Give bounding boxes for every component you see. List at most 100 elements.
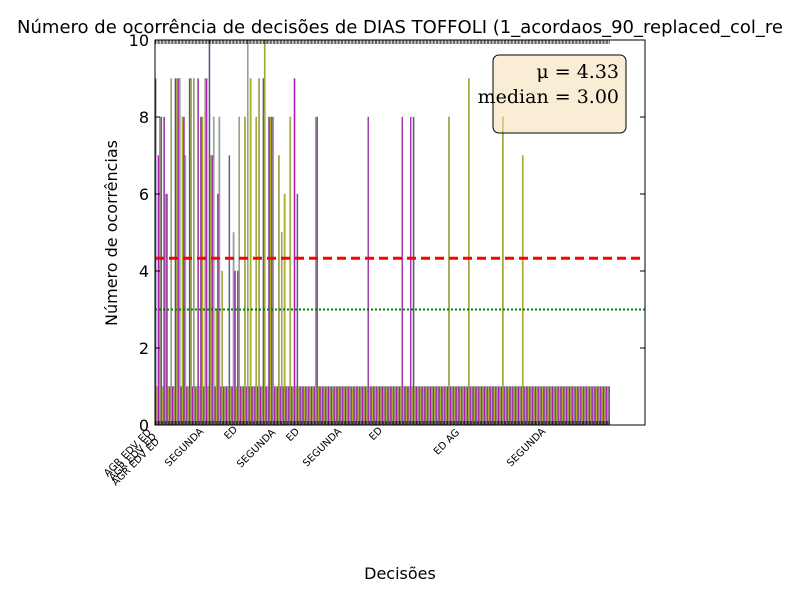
bar (462, 386, 464, 426)
bar (401, 116, 404, 426)
bar (375, 386, 378, 426)
bar (327, 386, 330, 426)
bar (374, 386, 377, 426)
bar (346, 386, 348, 426)
bar (415, 386, 418, 426)
bar (428, 386, 430, 426)
bar (565, 386, 568, 426)
bar (354, 386, 357, 426)
bar (358, 386, 361, 426)
bar (531, 386, 534, 426)
bar (517, 386, 520, 426)
bar (168, 386, 171, 426)
bar (268, 116, 270, 426)
bar (195, 386, 198, 426)
bar (348, 386, 351, 426)
bar (441, 386, 443, 426)
bar (383, 386, 385, 426)
bar (448, 116, 450, 426)
bar (438, 386, 440, 426)
x-axis-label: Decisões (364, 564, 436, 583)
bar (595, 386, 598, 426)
x-tick-label: ED (284, 426, 302, 444)
bar (215, 309, 218, 426)
bar (249, 78, 252, 426)
bar (434, 386, 436, 426)
bar (591, 386, 593, 426)
bar (289, 116, 292, 426)
bar (210, 155, 212, 426)
bar (222, 386, 225, 426)
bar (170, 78, 172, 426)
bar (313, 386, 316, 426)
bar (273, 386, 276, 426)
bar (449, 386, 452, 426)
bar (228, 155, 231, 426)
bar (516, 386, 518, 426)
bar (417, 386, 419, 426)
bar (280, 232, 283, 426)
bar (526, 386, 528, 426)
bar (510, 386, 513, 426)
bar (307, 386, 310, 426)
bar (524, 386, 527, 426)
bar (224, 386, 226, 426)
bar (468, 78, 470, 426)
bar (329, 386, 331, 426)
y-tick-label: 0 (139, 416, 149, 435)
bar (414, 386, 416, 426)
bar (312, 386, 314, 426)
bar (402, 386, 405, 426)
bar (558, 386, 561, 426)
bar (453, 386, 456, 426)
bar (585, 386, 588, 426)
bar (476, 386, 479, 426)
bar (502, 116, 504, 426)
bar (288, 386, 290, 426)
x-tick-label: SEGUNDA (235, 427, 278, 470)
bar (424, 386, 426, 426)
bar (451, 386, 453, 426)
bar (317, 386, 320, 426)
bar (456, 386, 459, 426)
bar (571, 386, 574, 426)
bar (490, 386, 493, 426)
x-tick-label: ED (222, 424, 240, 442)
bar (577, 386, 579, 426)
bar (201, 116, 204, 426)
bar (407, 386, 409, 426)
bar (204, 78, 207, 426)
bar (302, 386, 304, 426)
bar (544, 386, 547, 426)
stats-box-background (492, 54, 627, 134)
plot-frame (154, 39, 646, 426)
bar (486, 386, 489, 426)
bar (581, 386, 584, 426)
bar (180, 386, 182, 426)
bar (197, 78, 199, 426)
bar (259, 386, 262, 426)
y-tick-label: 6 (139, 185, 149, 204)
bar (237, 270, 239, 426)
bar (608, 386, 610, 426)
bar (460, 386, 463, 426)
bar (421, 386, 423, 426)
bar (200, 116, 202, 426)
bar (238, 116, 241, 426)
bar (512, 386, 514, 426)
bar (217, 193, 219, 426)
bar (487, 386, 490, 426)
bar (309, 386, 311, 426)
bar (299, 386, 301, 426)
y-axis-ticks: 0 2 4 6 8 10 (129, 31, 645, 435)
bar (397, 386, 399, 426)
bar (469, 386, 472, 426)
bar (523, 386, 525, 426)
bar (475, 386, 477, 426)
bar (483, 386, 486, 426)
bar (537, 386, 540, 426)
bar (181, 116, 184, 426)
bar (278, 155, 280, 426)
bar (290, 386, 293, 426)
